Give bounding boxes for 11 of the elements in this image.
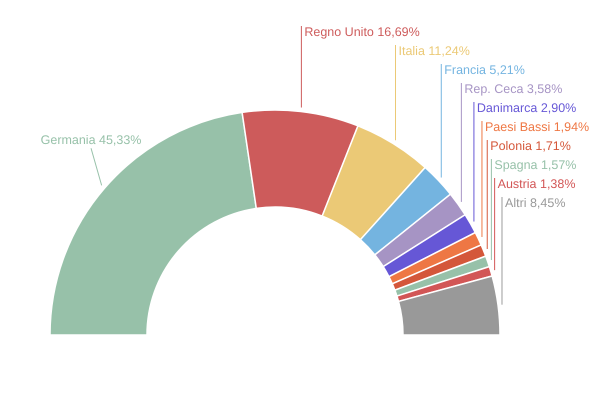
slice-label: Francia 5,21% — [444, 63, 525, 77]
slice-label: Paesi Bassi 1,94% — [484, 120, 590, 134]
slice-label: Polonia 1,71% — [490, 139, 571, 153]
slice-label: Altri 8,45% — [504, 196, 566, 210]
slice-label: Germania 45,33% — [40, 133, 142, 148]
slice-label: Rep. Ceca 3,58% — [464, 82, 562, 96]
slice-label: Spagna 1,57% — [494, 158, 576, 172]
slice-label: Regno Unito 16,69% — [304, 25, 420, 39]
slice-label: Danimarca 2,90% — [476, 101, 576, 115]
slice-label: Italia 11,24% — [398, 44, 470, 58]
slice-label: Austria 1,38% — [498, 177, 576, 191]
